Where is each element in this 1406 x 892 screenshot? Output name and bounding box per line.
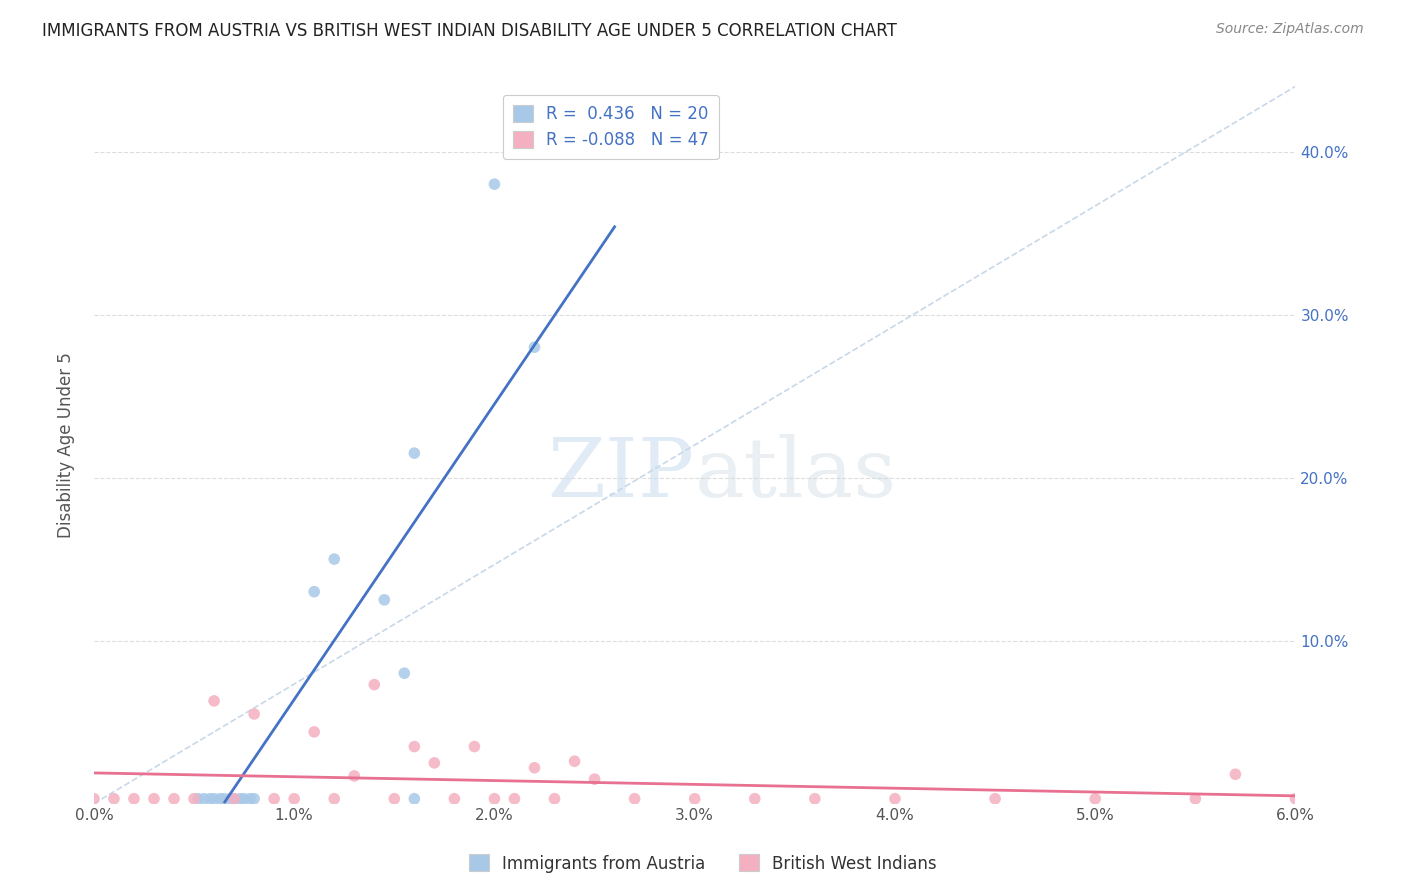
Point bbox=[233, 791, 256, 805]
Point bbox=[404, 791, 426, 805]
Point bbox=[224, 791, 246, 805]
Point bbox=[283, 791, 305, 805]
Point bbox=[198, 791, 221, 805]
Point bbox=[744, 791, 766, 805]
Point bbox=[373, 592, 395, 607]
Point bbox=[103, 791, 125, 805]
Point bbox=[243, 706, 266, 721]
Point bbox=[564, 754, 586, 768]
Point bbox=[423, 756, 446, 770]
Point bbox=[984, 791, 1007, 805]
Point bbox=[343, 769, 366, 783]
Point bbox=[202, 694, 225, 708]
Point bbox=[404, 446, 426, 460]
Point bbox=[83, 791, 105, 805]
Point bbox=[193, 791, 215, 805]
Point bbox=[263, 791, 285, 805]
Point bbox=[202, 791, 225, 805]
Point bbox=[224, 791, 246, 805]
Point bbox=[804, 791, 827, 805]
Point bbox=[1284, 791, 1306, 805]
Point bbox=[1225, 767, 1247, 781]
Point bbox=[484, 791, 506, 805]
Point bbox=[884, 791, 907, 805]
Point bbox=[1084, 791, 1107, 805]
Point bbox=[443, 791, 465, 805]
Point bbox=[183, 791, 205, 805]
Point bbox=[323, 791, 346, 805]
Point bbox=[363, 678, 385, 692]
Point bbox=[323, 552, 346, 566]
Point bbox=[484, 177, 506, 191]
Text: ZIP: ZIP bbox=[548, 434, 695, 514]
Point bbox=[543, 791, 565, 805]
Point bbox=[683, 791, 706, 805]
Point bbox=[163, 791, 186, 805]
Point bbox=[243, 791, 266, 805]
Text: atlas: atlas bbox=[695, 434, 897, 514]
Point bbox=[623, 791, 645, 805]
Point bbox=[583, 772, 606, 787]
Point bbox=[523, 761, 546, 775]
Point bbox=[143, 791, 166, 805]
Point bbox=[209, 791, 232, 805]
Text: Source: ZipAtlas.com: Source: ZipAtlas.com bbox=[1216, 22, 1364, 37]
Point bbox=[187, 791, 209, 805]
Point bbox=[404, 739, 426, 754]
Point bbox=[239, 791, 262, 805]
Point bbox=[394, 666, 416, 681]
Y-axis label: Disability Age Under 5: Disability Age Under 5 bbox=[58, 352, 75, 538]
Legend: Immigrants from Austria, British West Indians: Immigrants from Austria, British West In… bbox=[463, 847, 943, 880]
Point bbox=[212, 791, 235, 805]
Point bbox=[302, 584, 325, 599]
Point bbox=[523, 340, 546, 354]
Point bbox=[382, 791, 405, 805]
Point bbox=[219, 791, 242, 805]
Text: IMMIGRANTS FROM AUSTRIA VS BRITISH WEST INDIAN DISABILITY AGE UNDER 5 CORRELATIO: IMMIGRANTS FROM AUSTRIA VS BRITISH WEST … bbox=[42, 22, 897, 40]
Point bbox=[1184, 791, 1206, 805]
Legend: R =  0.436   N = 20, R = -0.088   N = 47: R = 0.436 N = 20, R = -0.088 N = 47 bbox=[502, 95, 718, 160]
Point bbox=[463, 739, 485, 754]
Point bbox=[302, 725, 325, 739]
Point bbox=[122, 791, 145, 805]
Point bbox=[503, 791, 526, 805]
Point bbox=[229, 791, 252, 805]
